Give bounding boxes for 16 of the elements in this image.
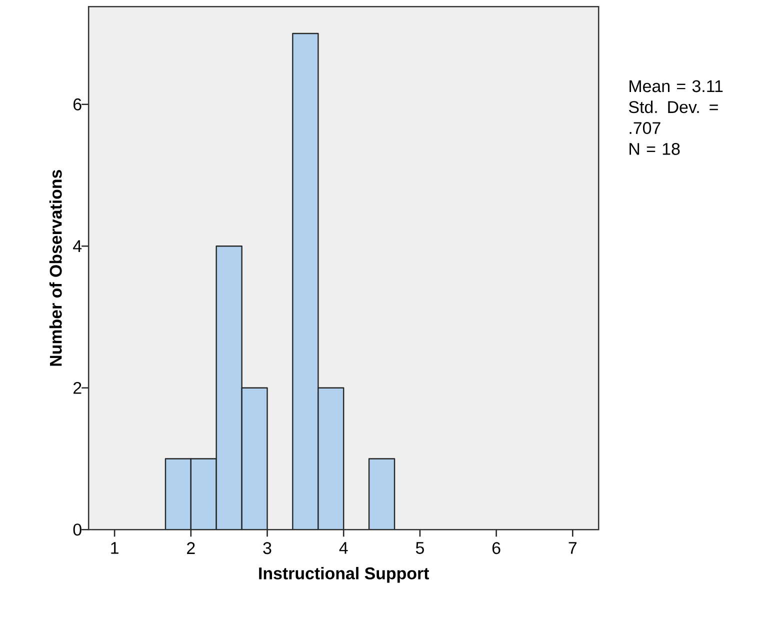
y-tick-label: 2 [74, 382, 82, 394]
y-axis-title: Number of Observations [49, 170, 62, 366]
text: Mean = 3.11 [630, 80, 723, 92]
y-tick-label: 0 [73, 524, 82, 536]
x-tick-label: 4 [339, 542, 348, 554]
x-tick-label: 6 [492, 542, 500, 554]
x-axis-title: Instructional Support [259, 566, 430, 583]
x-tick-label: 5 [416, 542, 424, 554]
y-tick-label: 4 [73, 240, 82, 252]
text: Std. Dev. = .707 [628, 100, 718, 134]
x-tick-label: 3 [263, 542, 272, 554]
x-tick-label: 2 [187, 542, 195, 554]
x-tick-label: 7 [568, 542, 577, 554]
text: N = 18 [630, 142, 680, 155]
x-tick-label: 1 [111, 542, 118, 554]
y-tick-label: 6 [74, 98, 82, 110]
